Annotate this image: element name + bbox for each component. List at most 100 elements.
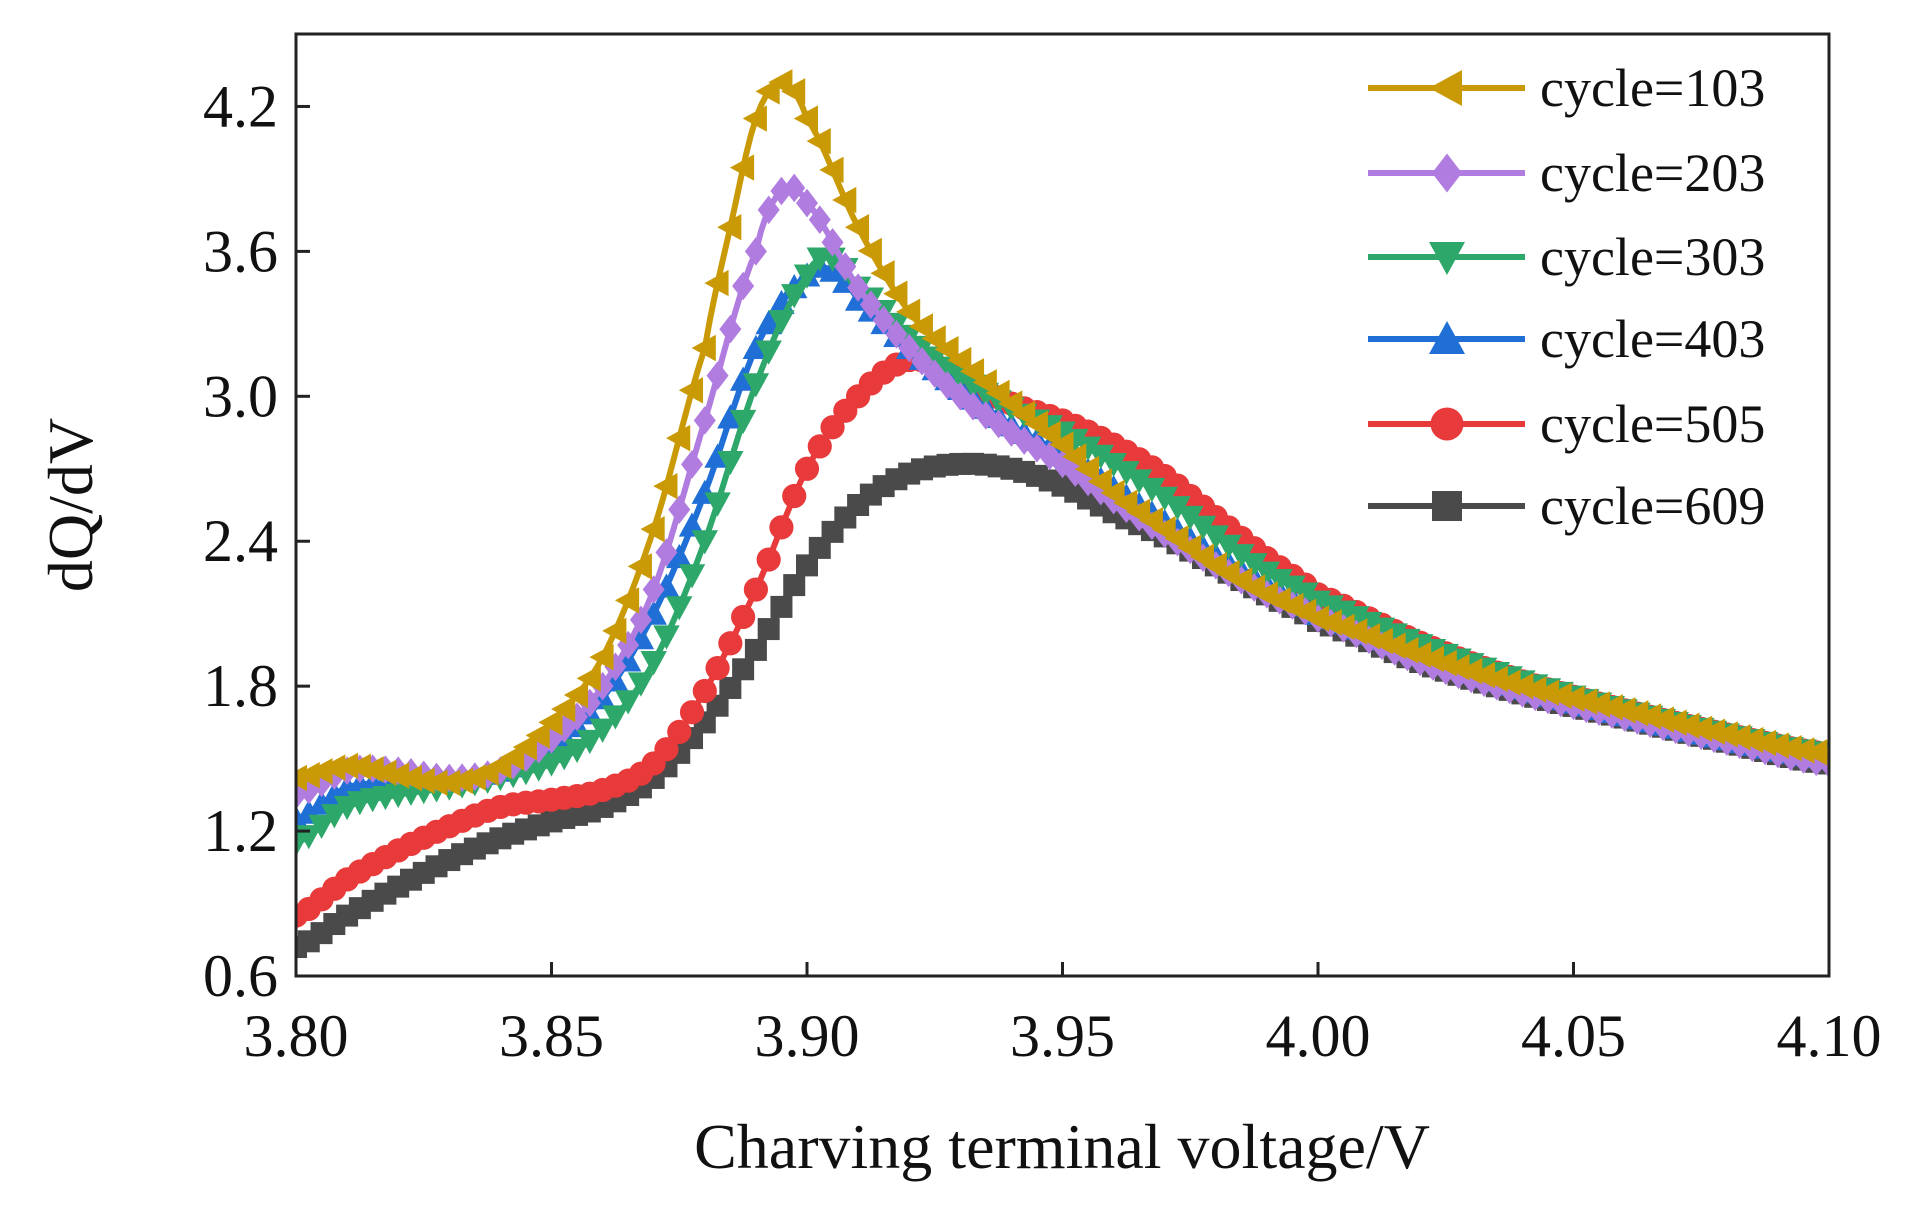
data-point-marker — [1062, 443, 1087, 470]
legend-label: cycle=505 — [1540, 394, 1765, 454]
data-point-marker — [885, 320, 908, 349]
data-point-marker — [333, 752, 359, 780]
data-point-marker — [667, 719, 692, 744]
data-point-marker — [678, 377, 704, 404]
data-point-marker — [820, 415, 845, 440]
data-point-marker — [1766, 739, 1789, 769]
data-point-marker — [1626, 706, 1649, 735]
data-point-marker — [908, 313, 933, 340]
data-point-marker — [1585, 691, 1611, 718]
data-point-marker — [1164, 496, 1191, 521]
data-point-marker — [783, 574, 806, 597]
legend-label: cycle=403 — [1540, 309, 1765, 369]
data-point-marker — [538, 709, 563, 736]
data-point-marker — [783, 173, 806, 203]
data-point-marker — [744, 638, 767, 661]
data-point-marker — [974, 401, 997, 430]
data-point-marker — [653, 625, 680, 650]
data-point-marker — [1547, 682, 1572, 709]
data-point-marker — [296, 780, 307, 810]
data-point-marker — [1087, 468, 1112, 495]
data-point-marker — [859, 290, 882, 319]
data-point-marker — [1189, 515, 1217, 540]
data-point-marker — [742, 373, 770, 398]
data-point-marker — [717, 450, 744, 476]
data-point-marker — [844, 214, 870, 241]
legend-label: cycle=103 — [1540, 58, 1765, 118]
data-point-marker — [1777, 734, 1802, 762]
data-point-marker — [666, 543, 693, 569]
legend-marker-square-icon — [1432, 491, 1462, 521]
data-point-marker — [1023, 410, 1048, 437]
data-point-marker — [1266, 569, 1293, 594]
data-point-marker — [308, 814, 335, 839]
data-point-marker — [1726, 724, 1751, 751]
data-point-marker — [1575, 694, 1598, 724]
data-point-marker — [883, 280, 908, 307]
data-point-marker — [1764, 732, 1789, 759]
data-point-marker — [706, 361, 729, 390]
data-point-marker — [614, 587, 640, 614]
data-point-marker — [962, 392, 985, 421]
data-point-marker — [769, 515, 794, 540]
legend-label: cycle=609 — [1540, 476, 1765, 536]
x-tick-label: 4.10 — [1777, 1003, 1882, 1069]
data-point-marker — [1636, 703, 1662, 730]
data-point-marker — [642, 575, 665, 604]
ticks-layer: 3.80 3.85 3.90 3.95 4.00 4.05 4.10 0.6 1.2 1.8 2.4… — [203, 73, 1882, 1069]
data-point-marker — [1509, 672, 1534, 700]
data-point-marker — [832, 186, 857, 214]
data-point-marker — [807, 434, 832, 459]
data-point-marker — [1240, 553, 1268, 578]
data-point-marker — [1534, 679, 1559, 706]
data-point-marker — [1562, 691, 1585, 721]
data-point-marker — [627, 672, 655, 697]
data-point-marker — [1649, 706, 1674, 733]
data-point-marker — [640, 515, 665, 543]
data-point-marker — [729, 154, 755, 181]
data-point-marker — [627, 553, 652, 580]
data-point-marker — [1228, 544, 1255, 569]
data-point-marker — [1074, 455, 1100, 483]
data-point-marker — [678, 564, 706, 589]
data-point-marker — [1138, 477, 1166, 503]
data-point-marker — [1100, 452, 1127, 478]
legend-item: cycle=203 — [1368, 143, 1765, 203]
data-point-marker — [949, 382, 972, 411]
legend-item: cycle=403 — [1368, 309, 1765, 369]
data-point-marker — [857, 237, 882, 265]
x-tick-label: 4.00 — [1266, 1003, 1371, 1069]
data-point-marker — [436, 769, 461, 796]
data-point-marker — [1560, 685, 1585, 712]
data-point-marker — [1713, 721, 1738, 748]
data-point-marker — [821, 228, 844, 257]
data-point-marker — [1790, 737, 1815, 764]
y-tick-label: 1.8 — [203, 653, 278, 719]
data-point-marker — [744, 237, 767, 266]
data-point-marker — [921, 325, 946, 352]
data-point-marker — [936, 371, 959, 400]
data-point-marker — [806, 127, 831, 155]
legend-item: cycle=505 — [1368, 394, 1765, 454]
data-point-marker — [668, 495, 691, 524]
data-point-marker — [1215, 534, 1242, 559]
data-point-marker — [499, 744, 525, 771]
data-point-marker — [640, 651, 667, 676]
data-point-marker — [1498, 675, 1521, 705]
y-axis-title: dQ/dV — [35, 418, 106, 592]
legend-marker-triangle-left-icon — [1429, 70, 1462, 106]
data-point-marker — [296, 832, 310, 857]
data-point-marker — [770, 595, 793, 618]
data-point-marker — [576, 729, 604, 755]
data-point-marker — [757, 195, 780, 225]
data-point-marker — [551, 695, 576, 723]
data-point-marker — [359, 756, 384, 783]
data-point-marker — [1177, 505, 1204, 531]
data-point-marker — [819, 156, 844, 184]
data-point-marker — [563, 681, 589, 709]
data-point-marker — [1036, 420, 1061, 448]
data-point-marker — [998, 390, 1023, 417]
x-tick-label: 3.85 — [499, 1003, 604, 1069]
data-point-marker — [602, 617, 627, 645]
data-point-marker — [666, 596, 693, 621]
